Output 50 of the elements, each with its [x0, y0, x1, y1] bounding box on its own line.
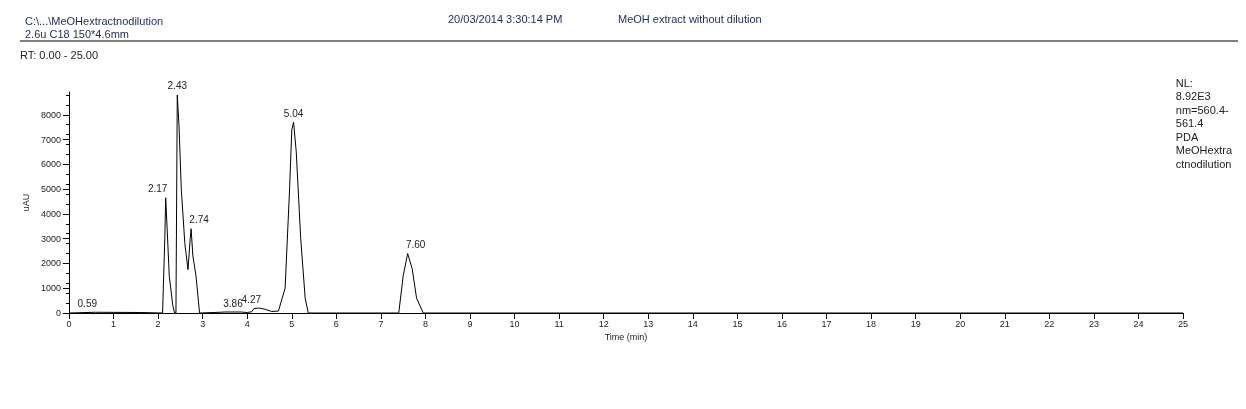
y-tick-label: 3000: [40, 233, 61, 244]
annotation: 7.60: [405, 239, 426, 251]
annotation: 0.59: [77, 297, 98, 309]
x-tick-label: 13: [643, 318, 654, 329]
x-tick-label: 22: [1044, 318, 1055, 329]
x-tick-label: 8: [422, 318, 428, 329]
x-tick-label: 5: [289, 318, 295, 329]
x-tick-label: 3: [200, 318, 206, 329]
annotation: 2.74: [189, 214, 210, 226]
y-tick-label: 1000: [40, 283, 61, 294]
x-tick-label: 0: [66, 318, 72, 329]
annotation: 5.04: [283, 107, 304, 119]
x-tick-label: 6: [333, 318, 339, 329]
annotation: 2.17: [147, 183, 168, 195]
x-tick-label: 18: [866, 318, 877, 329]
x-tick-label: 4: [244, 318, 250, 329]
x-tick-label: 17: [821, 318, 832, 329]
x-tick-label: 9: [467, 318, 473, 329]
x-tick-label: 21: [999, 318, 1010, 329]
y-tick-label: 0: [55, 308, 61, 318]
x-tick-label: 1: [111, 318, 117, 329]
x-tick-label: 23: [1088, 318, 1099, 329]
x-tick-label: 24: [1133, 318, 1144, 329]
y-tick-label: 2000: [40, 258, 61, 269]
x-tick-label: 15: [732, 318, 743, 329]
x-tick-label: 19: [910, 318, 921, 329]
text: RT: 0.00 - 25.00: [20, 48, 99, 61]
x-tick-label: 20: [955, 318, 966, 329]
x-tick-label: 14: [687, 318, 698, 329]
annotation: NL: 8.92E3 nm=560.4- 561.4 PDA MeOHextra ctnodilution: [1175, 76, 1233, 170]
y-axis-title: uAU: [20, 193, 31, 212]
annotation: 3.86: [223, 297, 244, 309]
x-tick-label: 10: [509, 318, 520, 329]
chart-subtitle: 2.6u C18 150*4.6mm: [25, 27, 129, 40]
x-tick-label: 16: [776, 318, 787, 329]
text: 20/03/2014 3:30:14 PM: [448, 12, 563, 25]
y-tick-label: 5000: [40, 184, 61, 195]
x-tick-label: 12: [598, 318, 609, 329]
x-tick-label: 2: [155, 318, 161, 329]
x-tick-label: 7: [378, 318, 384, 329]
y-tick-label: 7000: [40, 134, 61, 145]
x-tick-label: 25: [1177, 318, 1189, 329]
chart-title: C:\...\MeOHextractnodilution: [25, 14, 164, 27]
x-tick-label: 11: [554, 318, 564, 329]
text: MeOH extract without dilution: [618, 12, 762, 25]
annotation: 2.43: [167, 80, 188, 92]
y-tick-label: 6000: [40, 159, 61, 170]
x-axis-title: Time (min): [604, 332, 648, 343]
y-tick-label: 4000: [40, 208, 61, 219]
y-tick-label: 8000: [40, 109, 61, 120]
